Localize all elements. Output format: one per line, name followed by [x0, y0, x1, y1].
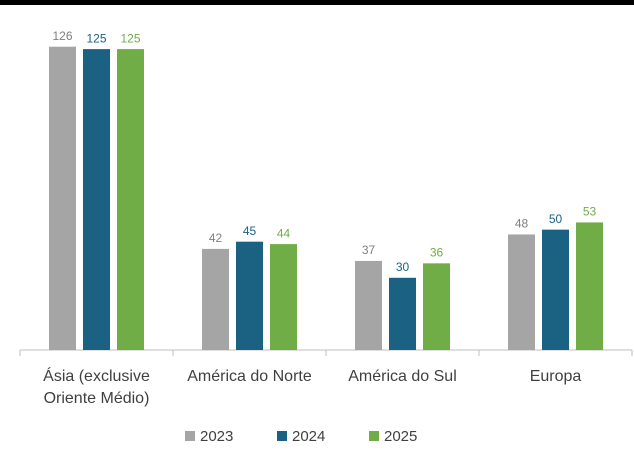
legend-swatch [369, 431, 379, 441]
value-label: 125 [120, 31, 140, 45]
value-label: 50 [549, 212, 563, 226]
value-label: 36 [430, 246, 444, 260]
x-tick-label: América do Norte [187, 368, 312, 385]
x-tick-label: Ásia (exclusive Oriente Médio) [43, 368, 150, 407]
bar [202, 248, 229, 350]
bar [542, 229, 569, 350]
legend-label: 2025 [384, 428, 417, 445]
bar [576, 222, 603, 350]
bar [389, 277, 416, 350]
value-label: 45 [243, 224, 257, 238]
bar [508, 234, 535, 350]
bar [49, 46, 76, 350]
value-label: 53 [583, 205, 597, 219]
bar [236, 241, 263, 350]
value-label: 44 [277, 226, 291, 240]
legend-label: 2023 [200, 428, 233, 445]
top-bar [0, 0, 634, 5]
value-label: 125 [86, 31, 106, 45]
value-label: 48 [515, 217, 529, 231]
value-label: 42 [209, 231, 223, 245]
value-label: 30 [396, 260, 410, 274]
bar [83, 49, 110, 350]
x-tick-label: Europa [529, 368, 582, 385]
value-label: 126 [52, 29, 72, 43]
value-label: 37 [362, 243, 376, 257]
bar [423, 263, 450, 350]
legend-label: 2024 [292, 428, 325, 445]
bar [117, 49, 144, 350]
legend-swatch [277, 431, 287, 441]
x-tick-label: América do Sul [348, 368, 457, 385]
bar [270, 244, 297, 350]
bar [355, 260, 382, 350]
legend-swatch [185, 431, 195, 441]
